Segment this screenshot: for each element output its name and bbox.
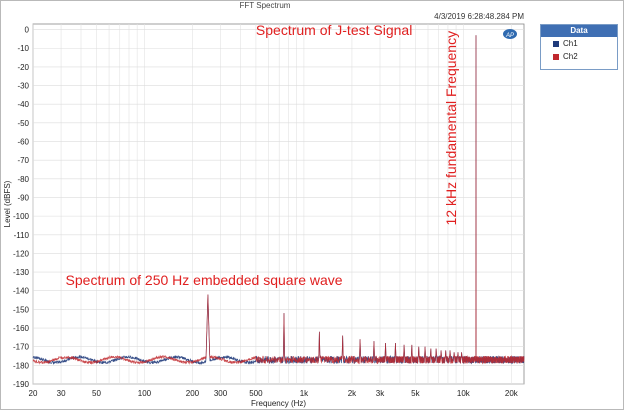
x-tick-label: 20 — [29, 389, 38, 398]
x-tick-label: 50 — [92, 389, 101, 398]
timestamp: 4/3/2019 6:28:48.284 PM — [434, 12, 524, 21]
y-tick-label: -70 — [17, 156, 29, 165]
y-tick-label: -180 — [13, 361, 30, 370]
tick-labels: 0 -10 -20 -30 -40 -50 -60 -70 -80 -90 -100 -110 -120… — [13, 26, 519, 398]
ap-logo-icon: AP — [503, 29, 517, 39]
y-tick-label: -120 — [13, 249, 30, 258]
y-tick-label: -100 — [13, 212, 30, 221]
legend-label-ch2: Ch2 — [563, 52, 578, 61]
y-tick-label: -10 — [17, 44, 29, 53]
legend-item-ch1[interactable]: Ch1 — [541, 37, 617, 50]
y-tick-label: -50 — [17, 119, 29, 128]
legend-panel[interactable]: Data Ch1 Ch2 — [540, 24, 618, 70]
x-tick-label: 30 — [57, 389, 66, 398]
svg-text:AP: AP — [505, 33, 514, 39]
y-tick-label: -130 — [13, 268, 30, 277]
y-tick-label: -20 — [17, 63, 29, 72]
x-tick-label: 2k — [348, 389, 357, 398]
y-tick-label: -80 — [17, 175, 29, 184]
ch1-swatch — [553, 40, 559, 47]
y-tick-label: -40 — [17, 100, 29, 109]
x-tick-label: 20k — [505, 389, 519, 398]
y-tick-label: -60 — [17, 138, 29, 147]
x-axis-label: Frequency (Hz) — [251, 399, 306, 408]
x-tick-label: 1k — [300, 389, 309, 398]
x-tick-label: 300 — [214, 389, 228, 398]
y-tick-label: -150 — [13, 305, 30, 314]
y-tick-label: -30 — [17, 82, 29, 91]
annotation-2: 12 kHz fundamental Frequency — [443, 31, 459, 226]
x-tick-label: 10k — [457, 389, 471, 398]
y-tick-label: -160 — [13, 324, 30, 333]
annotation-1: Spectrum of 250 Hz embedded square wave — [66, 272, 343, 288]
y-tick-label: -90 — [17, 193, 29, 202]
x-tick-label: 100 — [138, 389, 152, 398]
y-tick-label: -170 — [13, 343, 30, 352]
y-tick-label: 0 — [25, 26, 30, 35]
y-tick-label: -110 — [14, 231, 30, 240]
x-tick-label: 500 — [249, 389, 263, 398]
plot-area — [32, 23, 525, 385]
y-tick-label: -140 — [13, 287, 30, 296]
y-tick-label: -190 — [13, 380, 30, 389]
y-axis-label: Level (dBFS) — [3, 180, 12, 227]
x-tick-label: 200 — [186, 389, 200, 398]
ch2-swatch — [553, 53, 559, 60]
trace-ch2 — [32, 35, 525, 365]
grid-lines — [32, 23, 525, 385]
annotations: Spectrum of J-test Signal Spectrum of 250… — [66, 22, 460, 288]
x-tick-label: 5k — [411, 389, 420, 398]
annotation-0: Spectrum of J-test Signal — [256, 22, 412, 38]
chart-title: FFT Spectrum — [239, 1, 291, 10]
legend-title: Data — [541, 25, 617, 37]
legend-label-ch1: Ch1 — [563, 39, 578, 48]
x-tick-label: 3k — [376, 389, 385, 398]
legend-item-ch2[interactable]: Ch2 — [541, 50, 617, 63]
spectrum-traces — [32, 35, 525, 366]
